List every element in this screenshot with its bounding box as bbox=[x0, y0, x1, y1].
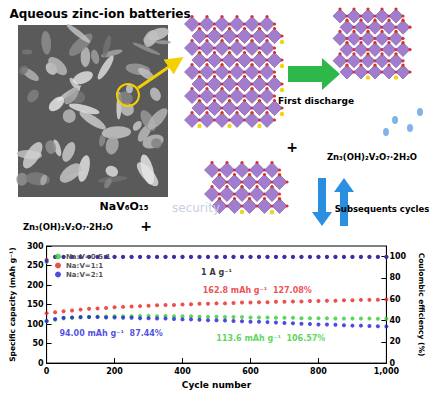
svg-text:20: 20 bbox=[389, 337, 401, 346]
svg-text:NaV₆O₁₅: NaV₆O₁₅ bbox=[100, 200, 149, 213]
svg-text:1 A g⁻¹: 1 A g⁻¹ bbox=[201, 268, 232, 277]
svg-text:Na:V=2:1: Na:V=2:1 bbox=[66, 271, 103, 279]
svg-text:Coulombic efficiency (%): Coulombic efficiency (%) bbox=[417, 253, 426, 357]
svg-text:Na:V=1:1: Na:V=1:1 bbox=[66, 262, 103, 270]
svg-text:162.8 mAh g⁻¹ 127.08%: 162.8 mAh g⁻¹ 127.08% bbox=[203, 286, 312, 295]
svg-text:+: + bbox=[286, 139, 298, 155]
svg-text:Cycle number: Cycle number bbox=[182, 380, 252, 390]
svg-text:Subsequents cycles: Subsequents cycles bbox=[335, 204, 429, 214]
svg-text:200: 200 bbox=[27, 281, 44, 290]
svg-text:60: 60 bbox=[389, 295, 401, 304]
svg-text:0: 0 bbox=[38, 358, 44, 368]
svg-text:113.6 mAh g⁻¹ 106.57%: 113.6 mAh g⁻¹ 106.57% bbox=[216, 334, 325, 343]
svg-text:Na:V=0.5:1: Na:V=0.5:1 bbox=[66, 253, 111, 261]
svg-text:80: 80 bbox=[389, 273, 401, 282]
svg-text:800: 800 bbox=[310, 367, 327, 376]
svg-text:First discharge: First discharge bbox=[278, 96, 354, 106]
svg-text:150: 150 bbox=[27, 300, 44, 309]
svg-text:security: security bbox=[172, 201, 220, 215]
svg-text:Zn₃(OH)₂V₂O₇·2H₂O: Zn₃(OH)₂V₂O₇·2H₂O bbox=[327, 152, 417, 162]
svg-text:Specific capacity (mAh g⁻¹): Specific capacity (mAh g⁻¹) bbox=[8, 247, 17, 362]
svg-text:50: 50 bbox=[32, 339, 44, 348]
svg-text:94.00 mAh g⁻¹ 87.44%: 94.00 mAh g⁻¹ 87.44% bbox=[59, 329, 162, 338]
svg-text:0: 0 bbox=[44, 367, 50, 376]
svg-text:0: 0 bbox=[389, 358, 395, 368]
svg-text:300: 300 bbox=[27, 242, 44, 251]
svg-text:250: 250 bbox=[27, 261, 44, 270]
svg-text:Zn₃(OH)₂V₂O₇·2H₂O: Zn₃(OH)₂V₂O₇·2H₂O bbox=[23, 222, 113, 232]
svg-text:+: + bbox=[140, 218, 152, 234]
svg-text:100: 100 bbox=[27, 320, 44, 329]
svg-text:600: 600 bbox=[242, 367, 259, 376]
svg-text:Aqueous zinc-ion batteries: Aqueous zinc-ion batteries bbox=[9, 7, 190, 21]
svg-text:40: 40 bbox=[389, 316, 401, 325]
svg-text:400: 400 bbox=[174, 367, 191, 376]
svg-text:1,000: 1,000 bbox=[374, 367, 400, 376]
svg-text:200: 200 bbox=[106, 367, 123, 376]
svg-text:100: 100 bbox=[389, 252, 406, 261]
